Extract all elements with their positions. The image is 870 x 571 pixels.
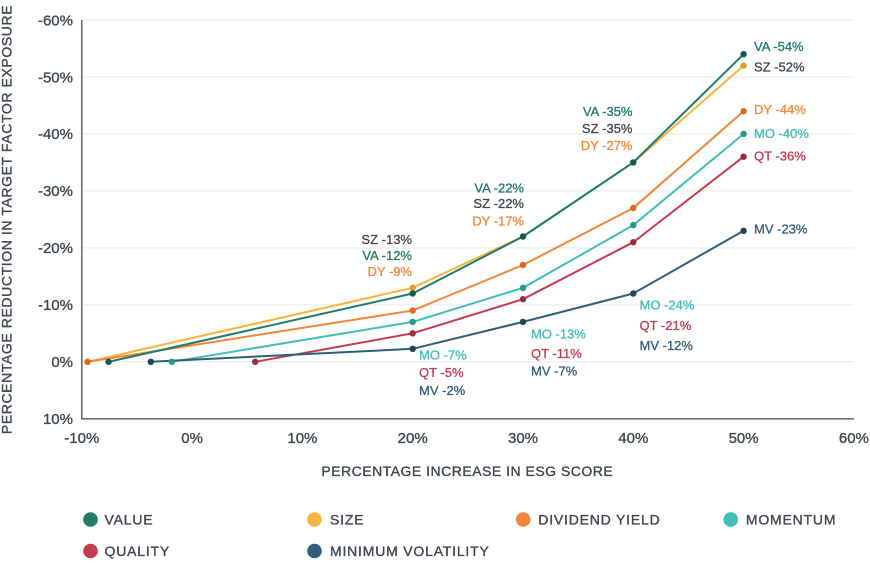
svg-text:0%: 0% xyxy=(181,430,203,447)
svg-text:-10%: -10% xyxy=(38,297,73,314)
svg-text:VA -35%: VA -35% xyxy=(583,104,633,119)
svg-text:40%: 40% xyxy=(618,430,648,447)
svg-text:60%: 60% xyxy=(839,430,869,447)
svg-text:SZ -13%: SZ -13% xyxy=(361,232,412,247)
svg-text:MO -13%: MO -13% xyxy=(531,327,586,342)
svg-text:SZ -35%: SZ -35% xyxy=(582,121,633,136)
svg-text:MINIMUM VOLATILITY: MINIMUM VOLATILITY xyxy=(330,543,490,559)
svg-text:VA -12%: VA -12% xyxy=(362,248,412,263)
svg-text:10%: 10% xyxy=(43,411,73,428)
svg-text:QT -11%: QT -11% xyxy=(531,346,582,361)
svg-text:20%: 20% xyxy=(398,430,428,447)
svg-text:-60%: -60% xyxy=(38,12,73,29)
svg-text:MO -24%: MO -24% xyxy=(640,298,695,313)
svg-text:MO -7%: MO -7% xyxy=(419,347,467,362)
svg-text:MOMENTUM: MOMENTUM xyxy=(746,511,836,527)
svg-text:SIZE: SIZE xyxy=(330,511,364,527)
svg-text:DY -9%: DY -9% xyxy=(367,264,412,279)
svg-text:DY -17%: DY -17% xyxy=(472,214,524,229)
svg-text:-10%: -10% xyxy=(64,430,99,447)
svg-text:PERCENTAGE INCREASE IN ESG SCO: PERCENTAGE INCREASE IN ESG SCORE xyxy=(321,463,613,479)
svg-text:-20%: -20% xyxy=(38,240,73,257)
svg-text:QT -21%: QT -21% xyxy=(640,318,692,333)
svg-text:MV -23%: MV -23% xyxy=(754,221,808,236)
svg-text:MO -40%: MO -40% xyxy=(754,126,809,141)
svg-text:MV -2%: MV -2% xyxy=(419,383,466,398)
svg-text:QUALITY: QUALITY xyxy=(105,543,171,559)
svg-text:SZ -52%: SZ -52% xyxy=(754,60,805,75)
svg-text:-30%: -30% xyxy=(38,183,73,200)
svg-text:MV -7%: MV -7% xyxy=(531,363,578,378)
svg-text:QT -5%: QT -5% xyxy=(419,365,464,380)
svg-text:50%: 50% xyxy=(729,430,759,447)
svg-text:10%: 10% xyxy=(287,430,317,447)
svg-text:SZ -22%: SZ -22% xyxy=(473,196,524,211)
svg-text:MV -12%: MV -12% xyxy=(640,338,694,353)
svg-text:PERCENTAGE REDUCTION IN TARGET: PERCENTAGE REDUCTION IN TARGET FACTOR EX… xyxy=(0,5,15,434)
svg-text:VA -54%: VA -54% xyxy=(754,39,804,54)
svg-text:VA -22%: VA -22% xyxy=(474,180,524,195)
svg-text:-50%: -50% xyxy=(38,69,73,86)
svg-text:30%: 30% xyxy=(508,430,538,447)
svg-text:DY -27%: DY -27% xyxy=(581,138,633,153)
svg-text:QT -36%: QT -36% xyxy=(754,149,806,164)
svg-text:DIVIDEND YIELD: DIVIDEND YIELD xyxy=(538,511,660,527)
svg-text:DY -44%: DY -44% xyxy=(754,102,806,117)
svg-text:-40%: -40% xyxy=(38,126,73,143)
svg-text:0%: 0% xyxy=(51,354,73,371)
svg-text:VALUE: VALUE xyxy=(105,511,154,527)
